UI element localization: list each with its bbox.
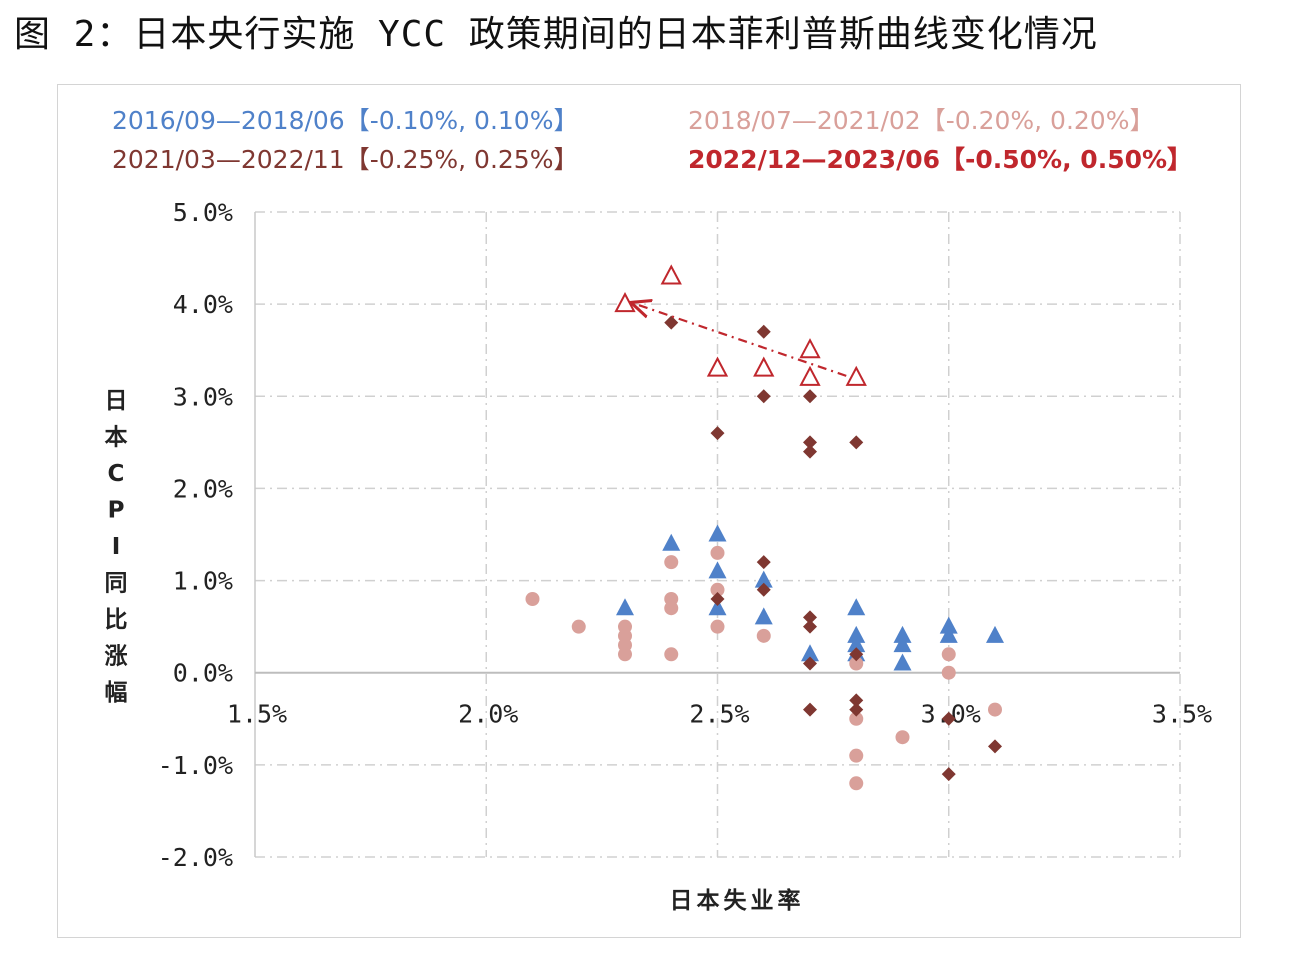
y-tick-label: 2.0% <box>173 474 233 503</box>
data-point-series-2 <box>849 711 864 726</box>
legend-entry-1: 2016/09—2018/06【-0.10%, 0.10%】 <box>112 106 578 135</box>
x-tick-label: 1.5% <box>227 700 287 729</box>
x-axis-title: 日本失业率 <box>670 887 805 914</box>
y-tick-label: -1.0% <box>158 751 233 780</box>
y-tick-label: 0.0% <box>173 659 233 688</box>
data-point-series-1 <box>754 607 773 625</box>
data-point-series-1 <box>616 598 634 616</box>
data-point-series-4 <box>845 365 867 386</box>
data-point-series-4 <box>799 338 821 359</box>
y-tick-label: 3.0% <box>173 382 233 411</box>
y-axis-title: 日本 C P I 同比涨幅 <box>105 388 128 706</box>
data-point-series-2 <box>895 730 910 745</box>
data-point-series-3 <box>988 739 1002 754</box>
data-point-series-3 <box>803 619 817 634</box>
y-tick-label: 5.0% <box>173 198 233 227</box>
data-point-series-4 <box>660 264 682 285</box>
data-point-series-2 <box>710 582 725 597</box>
data-point-series-1 <box>847 598 866 616</box>
axis-titles: 日本失业率 日本 C P I 同比涨幅 <box>105 388 805 914</box>
data-point-series-3 <box>803 610 817 625</box>
data-point-series-2 <box>849 748 864 763</box>
legend-entry-3: 2021/03—2022/11【-0.25%, 0.25%】 <box>112 145 578 174</box>
data-point-series-3 <box>803 389 817 404</box>
data-point-series-1 <box>662 533 681 551</box>
data-point-series-2 <box>525 592 540 606</box>
y-tick-label: -2.0% <box>158 843 233 872</box>
data-point-series-1 <box>708 598 727 616</box>
data-point-series-1 <box>939 616 958 634</box>
data-point-series-2 <box>710 619 725 634</box>
data-point-series-1 <box>708 524 727 542</box>
tick-labels: 1.5%2.0%2.5%3.0%3.5%5.0%4.0%3.0%2.0%1.0%… <box>158 198 1212 872</box>
data-point-series-4 <box>753 356 775 377</box>
data-point-series-2 <box>710 545 725 560</box>
data-point-series-1 <box>986 625 1004 643</box>
data-point-series-1 <box>847 625 866 643</box>
legend: 2016/09—2018/06【-0.10%, 0.10%】 2018/07—20… <box>112 106 1192 174</box>
data-point-series-3 <box>849 702 864 717</box>
legend-entry-2: 2018/07—2021/02【-0.20%, 0.20%】 <box>688 106 1154 135</box>
data-point-series-2 <box>849 656 864 671</box>
data-point-series-4 <box>799 365 821 386</box>
data-point-series-2 <box>571 619 586 634</box>
legend-entry-4: 2022/12—2023/06【-0.50%, 0.50%】 <box>688 145 1192 174</box>
data-point-series-3 <box>756 389 771 404</box>
data-point-series-3 <box>803 435 817 450</box>
data-point-series-4 <box>706 356 729 377</box>
data-point-series-3 <box>756 555 771 570</box>
x-tick-label: 3.5% <box>1152 700 1212 729</box>
data-point-series-2 <box>941 647 956 662</box>
data-point-series-3 <box>941 767 956 782</box>
axes <box>254 212 1180 857</box>
y-tick-label: 4.0% <box>173 290 233 319</box>
data-point-series-3 <box>849 435 864 450</box>
data-point-series-3 <box>710 592 725 606</box>
data-point-series-3 <box>756 324 771 339</box>
data-point-series-3 <box>849 647 864 662</box>
data-point-series-1 <box>801 644 819 662</box>
data-point-series-4 <box>614 292 636 313</box>
data-point-series-2 <box>756 628 771 643</box>
data-point-series-3 <box>803 702 817 717</box>
data-point-series-2 <box>664 647 679 662</box>
data-point-series-3 <box>756 582 771 597</box>
data-point-series-2 <box>941 665 956 680</box>
data-point-series-3 <box>664 315 679 330</box>
data-point-series-1 <box>754 570 773 588</box>
data-point-series-2 <box>618 647 632 662</box>
data-point-series-1 <box>893 653 912 671</box>
data-point-series-2 <box>988 702 1002 717</box>
data-point-series-2 <box>849 776 864 791</box>
trend-arrow-line <box>633 303 847 377</box>
data-point-series-2 <box>664 555 679 570</box>
figure-title: 图 2：日本央行实施 YCC 政策期间的日本菲利普斯曲线变化情况 <box>14 14 1098 55</box>
data-point-series-3 <box>941 711 956 726</box>
data-point-series-3 <box>803 444 817 459</box>
data-point-series-1 <box>847 635 866 653</box>
data-point-series-1 <box>893 635 912 653</box>
y-tick-label: 1.0% <box>173 567 233 596</box>
x-tick-label: 2.0% <box>458 700 518 729</box>
data-point-series-3 <box>849 693 864 708</box>
data-points <box>525 264 1004 791</box>
trend-annotation <box>633 303 847 377</box>
data-point-series-2 <box>664 601 679 616</box>
data-point-series-1 <box>939 625 958 643</box>
x-tick-label: 2.5% <box>689 700 749 729</box>
chart-frame <box>57 84 1241 938</box>
data-point-series-3 <box>710 426 725 441</box>
data-point-series-1 <box>893 625 912 643</box>
data-point-series-3 <box>803 656 817 671</box>
data-point-series-1 <box>708 561 727 579</box>
grid-lines <box>255 211 1181 858</box>
